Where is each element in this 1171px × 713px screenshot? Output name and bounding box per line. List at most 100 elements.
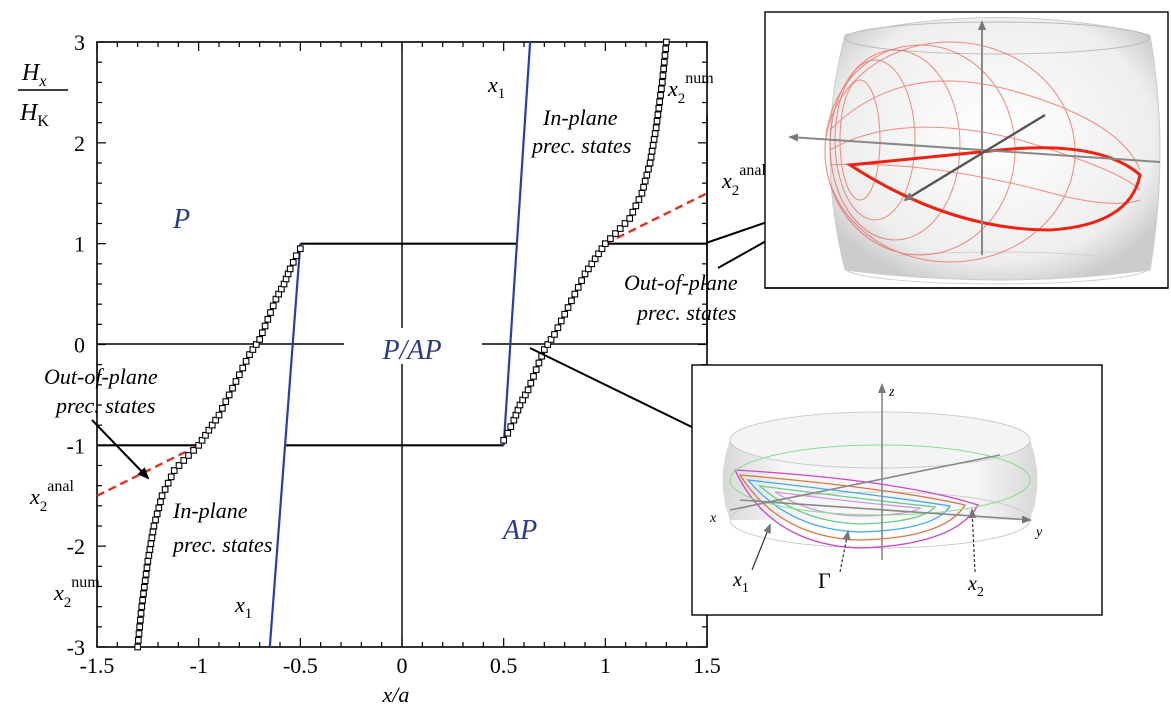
y-tick-label: -3 — [67, 635, 85, 660]
data-point — [225, 391, 233, 399]
data-point — [554, 324, 562, 332]
data-point — [547, 336, 555, 343]
data-point — [167, 473, 175, 481]
series-line — [96, 444, 200, 497]
ylabel-num: H — [21, 60, 41, 86]
annot-inplane-upper-1: In-plane — [542, 105, 618, 130]
data-point — [135, 630, 143, 637]
arrow-outofplane-left — [91, 419, 150, 480]
annot-inplane-upper-2: prec. states — [530, 133, 631, 158]
data-point — [158, 492, 166, 500]
data-point — [292, 252, 300, 260]
data-point — [591, 255, 599, 263]
region-label-pap: P/AP — [381, 335, 441, 366]
data-point — [635, 196, 643, 203]
x-ticks — [96, 42, 708, 647]
data-point — [205, 426, 213, 434]
data-point — [215, 411, 223, 419]
upper-inset-main-orbit — [845, 146, 1142, 232]
data-point — [185, 452, 192, 459]
data-point — [190, 447, 197, 454]
data-point — [532, 366, 540, 374]
data-point — [568, 297, 575, 305]
y-tick-label: 1 — [74, 232, 85, 257]
data-point — [638, 189, 646, 197]
annot-x1-upper: x1 — [487, 72, 505, 102]
data-point — [500, 436, 508, 444]
x-tick-label: -0.5 — [283, 653, 318, 678]
arrow-to-lower-inset — [529, 347, 704, 433]
data-point — [139, 596, 146, 604]
annot-outofplane-right-1: Out-of-plane — [624, 270, 738, 295]
data-point — [655, 104, 663, 112]
annot-x2num-upper: x2num — [667, 70, 714, 107]
data-point — [612, 230, 619, 237]
data-point — [652, 124, 660, 132]
data-point — [140, 583, 148, 591]
data-point — [621, 220, 629, 227]
series-layer — [96, 38, 708, 651]
data-point — [659, 72, 667, 79]
data-point — [145, 552, 153, 559]
data-point — [641, 177, 649, 185]
data-point — [653, 117, 661, 125]
data-point — [504, 429, 512, 437]
y-tick-label: -2 — [67, 534, 85, 559]
lower-inset-x1: x1 — [732, 569, 749, 596]
data-point — [658, 78, 666, 86]
data-point — [651, 130, 659, 137]
data-point — [530, 373, 537, 380]
annot-x2anal-left: x2anal — [29, 478, 74, 515]
data-point — [256, 336, 264, 343]
data-point — [153, 510, 161, 518]
data-point — [585, 265, 592, 273]
data-point — [661, 52, 669, 59]
data-point — [149, 528, 157, 536]
region-label-ap: AP — [501, 515, 537, 546]
data-point — [650, 136, 658, 143]
annot-inplane-lower-2: prec. states — [171, 532, 272, 557]
data-point — [286, 265, 294, 273]
data-point — [643, 171, 651, 179]
data-point — [229, 384, 236, 392]
data-point — [212, 416, 219, 424]
lower-inset: z x y x1 Γ x2 — [691, 364, 1103, 616]
lower-inset-x2: x2 — [967, 573, 984, 600]
data-point — [219, 405, 226, 412]
lower-inset-y: y — [1034, 525, 1043, 540]
data-point — [155, 504, 163, 512]
series-x2num-right — [500, 38, 670, 444]
y-tick-label: 0 — [74, 333, 85, 358]
data-point — [202, 431, 209, 439]
data-point — [660, 65, 667, 73]
annot-x2num-lower: x2num — [53, 574, 100, 611]
data-point — [571, 290, 579, 298]
data-point — [527, 379, 535, 387]
data-point — [551, 331, 558, 338]
x-tick-label: 0 — [397, 653, 408, 678]
data-point — [646, 159, 654, 167]
data-point — [252, 341, 260, 348]
data-point — [658, 85, 665, 93]
data-point — [640, 183, 647, 191]
x-tick-label: -1 — [190, 653, 208, 678]
annot-x1-lower: x1 — [234, 592, 252, 622]
data-point — [141, 577, 149, 585]
data-point — [143, 564, 151, 572]
data-point — [147, 540, 155, 547]
x-tick-label: 1.5 — [693, 653, 721, 678]
series-x2num — [134, 245, 304, 651]
data-point — [535, 359, 543, 367]
y-tick-label: 3 — [74, 30, 85, 55]
data-point — [242, 357, 250, 365]
data-point — [662, 45, 670, 53]
data-point — [140, 590, 147, 598]
series-x1 — [268, 243, 302, 648]
svg-text:HK: HK — [19, 100, 49, 130]
data-point — [595, 250, 602, 258]
annot-x2anal-right: x2anal — [721, 162, 766, 199]
data-point — [146, 546, 154, 553]
data-point — [657, 91, 664, 99]
annot-outofplane-right-2: prec. states — [635, 300, 736, 325]
